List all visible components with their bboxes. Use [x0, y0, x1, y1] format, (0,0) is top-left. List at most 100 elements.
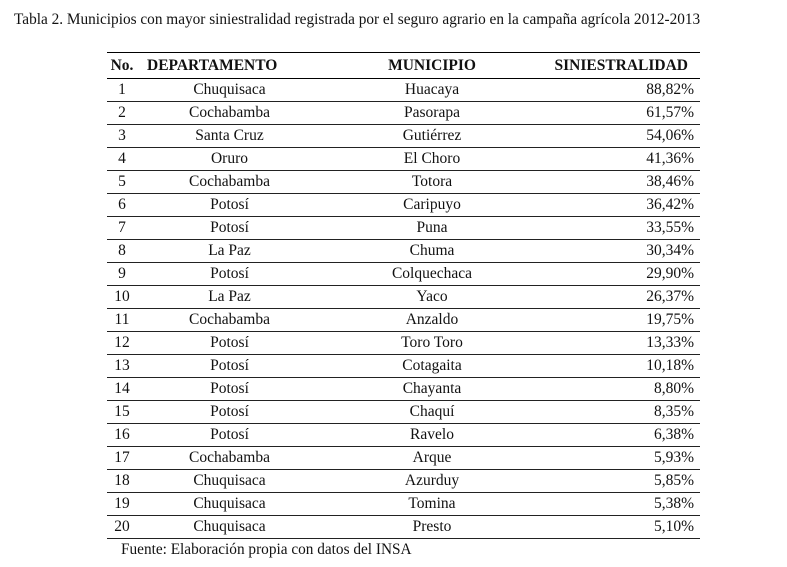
cell-no: 12 [107, 331, 137, 355]
cell-no: 8 [107, 239, 137, 263]
table-row: 19 Chuquisaca Tomina 5,38% [107, 492, 700, 516]
cell-municipio: Chaquí [322, 400, 542, 424]
cell-departamento: Santa Cruz [137, 124, 322, 148]
cell-no: 2 [107, 101, 137, 125]
cell-departamento: Potosí [137, 423, 322, 447]
cell-municipio: Caripuyo [322, 193, 542, 217]
cell-siniestralidad: 26,37% [542, 285, 700, 309]
cell-no: 18 [107, 469, 137, 493]
cell-siniestralidad: 5,10% [542, 515, 700, 539]
cell-departamento: Potosí [137, 331, 322, 355]
cell-municipio: Azurduy [322, 469, 542, 493]
header-departamento: DEPARTAMENTO [137, 52, 322, 79]
table-row: 3 Santa Cruz Gutiérrez 54,06% [107, 124, 700, 148]
table-row: 16 Potosí Ravelo 6,38% [107, 423, 700, 447]
cell-departamento: Potosí [137, 193, 322, 217]
header-no: No. [107, 52, 137, 79]
cell-departamento: Oruro [137, 147, 322, 171]
cell-no: 16 [107, 423, 137, 447]
cell-no: 15 [107, 400, 137, 424]
table-header-row: No. DEPARTAMENTO MUNICIPIO SINIESTRALIDA… [107, 52, 700, 79]
cell-siniestralidad: 54,06% [542, 124, 700, 148]
cell-no: 11 [107, 308, 137, 332]
table-row: 6 Potosí Caripuyo 36,42% [107, 193, 700, 217]
cell-no: 3 [107, 124, 137, 148]
cell-siniestralidad: 41,36% [542, 147, 700, 171]
table-row: 9 Potosí Colquechaca 29,90% [107, 262, 700, 286]
cell-municipio: Huacaya [322, 78, 542, 102]
cell-no: 1 [107, 78, 137, 102]
cell-municipio: Pasorapa [322, 101, 542, 125]
cell-municipio: El Choro [322, 147, 542, 171]
table-row: 13 Potosí Cotagaita 10,18% [107, 354, 700, 378]
cell-siniestralidad: 29,90% [542, 262, 700, 286]
cell-departamento: Chuquisaca [137, 78, 322, 102]
cell-departamento: Chuquisaca [137, 492, 322, 516]
cell-siniestralidad: 38,46% [542, 170, 700, 194]
cell-departamento: Cochabamba [137, 446, 322, 470]
cell-departamento: Cochabamba [137, 170, 322, 194]
table-row: 1 Chuquisaca Huacaya 88,82% [107, 78, 700, 102]
cell-municipio: Tomina [322, 492, 542, 516]
table-row: 12 Potosí Toro Toro 13,33% [107, 331, 700, 355]
table-row: 17 Cochabamba Arque 5,93% [107, 446, 700, 470]
table-row: 15 Potosí Chaquí 8,35% [107, 400, 700, 424]
cell-siniestralidad: 8,35% [542, 400, 700, 424]
cell-siniestralidad: 30,34% [542, 239, 700, 263]
cell-no: 9 [107, 262, 137, 286]
table-row: 4 Oruro El Choro 41,36% [107, 147, 700, 171]
cell-departamento: Cochabamba [137, 308, 322, 332]
cell-departamento: La Paz [137, 285, 322, 309]
cell-siniestralidad: 88,82% [542, 78, 700, 102]
table-caption: Tabla 2. Municipios con mayor siniestral… [14, 11, 701, 28]
table-row: 14 Potosí Chayanta 8,80% [107, 377, 700, 401]
cell-no: 5 [107, 170, 137, 194]
table-row: 11 Cochabamba Anzaldo 19,75% [107, 308, 700, 332]
cell-siniestralidad: 33,55% [542, 216, 700, 240]
cell-departamento: Potosí [137, 377, 322, 401]
cell-municipio: Toro Toro [322, 331, 542, 355]
cell-municipio: Puna [322, 216, 542, 240]
table-row: 8 La Paz Chuma 30,34% [107, 239, 700, 263]
cell-municipio: Chayanta [322, 377, 542, 401]
cell-no: 20 [107, 515, 137, 539]
cell-no: 4 [107, 147, 137, 171]
source-note: Fuente: Elaboración propia con datos del… [121, 541, 412, 558]
cell-municipio: Arque [322, 446, 542, 470]
cell-municipio: Gutiérrez [322, 124, 542, 148]
siniestralidad-table: No. DEPARTAMENTO MUNICIPIO SINIESTRALIDA… [107, 52, 700, 539]
cell-siniestralidad: 13,33% [542, 331, 700, 355]
cell-no: 13 [107, 354, 137, 378]
cell-no: 7 [107, 216, 137, 240]
table-row: 2 Cochabamba Pasorapa 61,57% [107, 101, 700, 125]
cell-departamento: Cochabamba [137, 101, 322, 125]
cell-siniestralidad: 6,38% [542, 423, 700, 447]
cell-departamento: Chuquisaca [137, 515, 322, 539]
cell-municipio: Cotagaita [322, 354, 542, 378]
cell-no: 19 [107, 492, 137, 516]
cell-no: 14 [107, 377, 137, 401]
header-siniestralidad: SINIESTRALIDAD [542, 52, 700, 79]
cell-departamento: La Paz [137, 239, 322, 263]
cell-siniestralidad: 19,75% [542, 308, 700, 332]
cell-departamento: Potosí [137, 262, 322, 286]
table-row: 20 Chuquisaca Presto 5,10% [107, 515, 700, 539]
cell-departamento: Potosí [137, 354, 322, 378]
cell-siniestralidad: 5,85% [542, 469, 700, 493]
table-row: 5 Cochabamba Totora 38,46% [107, 170, 700, 194]
cell-municipio: Presto [322, 515, 542, 539]
cell-siniestralidad: 61,57% [542, 101, 700, 125]
cell-municipio: Ravelo [322, 423, 542, 447]
cell-departamento: Chuquisaca [137, 469, 322, 493]
cell-municipio: Chuma [322, 239, 542, 263]
cell-siniestralidad: 8,80% [542, 377, 700, 401]
cell-municipio: Totora [322, 170, 542, 194]
cell-departamento: Potosí [137, 216, 322, 240]
cell-no: 10 [107, 285, 137, 309]
cell-no: 6 [107, 193, 137, 217]
cell-siniestralidad: 10,18% [542, 354, 700, 378]
table-row: 7 Potosí Puna 33,55% [107, 216, 700, 240]
header-municipio: MUNICIPIO [322, 52, 542, 79]
table-row: 10 La Paz Yaco 26,37% [107, 285, 700, 309]
cell-siniestralidad: 36,42% [542, 193, 700, 217]
